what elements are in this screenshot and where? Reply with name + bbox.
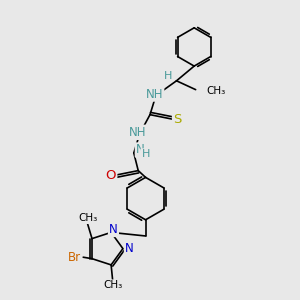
Text: S: S — [173, 113, 182, 126]
Text: CH₃: CH₃ — [103, 280, 122, 290]
Text: NH: NH — [146, 88, 163, 100]
Text: CH₃: CH₃ — [78, 213, 97, 223]
Text: N: N — [125, 242, 134, 255]
Text: N: N — [136, 143, 145, 157]
Text: O: O — [106, 169, 116, 182]
Text: Br: Br — [68, 251, 81, 264]
Text: NH: NH — [129, 126, 146, 139]
Text: H: H — [164, 70, 172, 80]
Text: CH₃: CH₃ — [206, 86, 225, 96]
Text: H: H — [141, 149, 150, 159]
Text: N: N — [109, 223, 118, 236]
